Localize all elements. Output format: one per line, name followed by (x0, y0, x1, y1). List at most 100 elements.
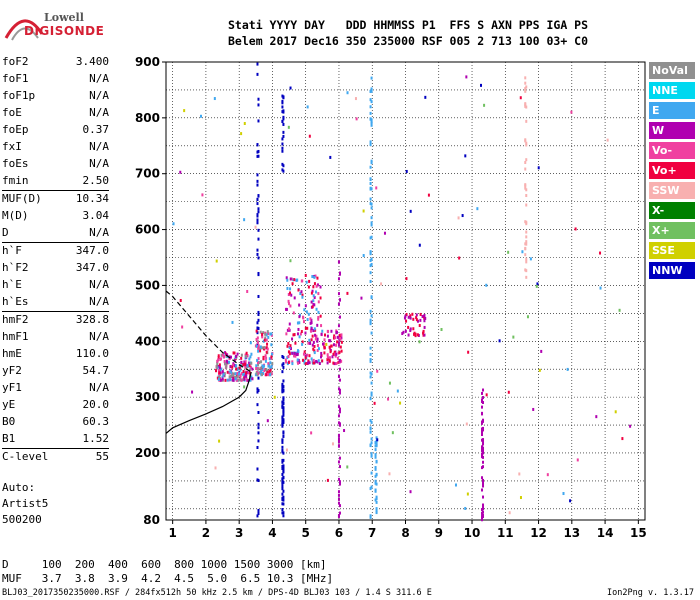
echo-point (337, 260, 340, 264)
echo-point (338, 359, 341, 363)
echo-point (231, 365, 234, 369)
echo-point (476, 207, 479, 211)
param-row: M(D) 3.04 (2, 208, 109, 225)
echo-point (403, 316, 406, 320)
logo-line2: DIGISONDE (24, 24, 105, 38)
echo-point (423, 319, 426, 323)
echo-point (337, 405, 340, 409)
echo-point (362, 254, 365, 258)
echo-point (270, 343, 273, 347)
echo-point (269, 366, 272, 370)
echo-point (369, 322, 372, 326)
echo-point (224, 378, 227, 382)
echo-point (256, 403, 259, 407)
echo-point (281, 390, 284, 394)
echo-point (303, 359, 306, 363)
echo-point (481, 430, 484, 434)
echo-point (266, 347, 269, 351)
echo-point (244, 362, 247, 366)
echo-point (307, 285, 310, 289)
echo-point (369, 309, 372, 313)
echo-point (321, 342, 324, 346)
echo-point (329, 339, 332, 343)
echo-point (383, 231, 386, 235)
echo-point (338, 407, 341, 411)
echo-point (370, 120, 373, 124)
distance-row: D 100 200 400 600 800 1000 1500 3000 [km… (2, 558, 327, 571)
echo-point (532, 407, 535, 411)
echo-point (335, 343, 338, 347)
echo-point (245, 374, 248, 378)
echo-point (281, 450, 284, 454)
echo-point (423, 313, 426, 317)
echo-point (285, 276, 288, 280)
echo-point (391, 431, 394, 435)
echo-point (218, 363, 221, 367)
echo-point (317, 315, 320, 319)
echo-point (259, 370, 262, 374)
legend-item: NNE (649, 82, 695, 99)
echo-point (317, 300, 320, 304)
echo-point (242, 377, 245, 381)
echo-point (369, 143, 372, 147)
echo-point (440, 328, 443, 332)
echo-point (404, 314, 407, 318)
echo-point (375, 500, 378, 504)
echo-point (481, 433, 484, 437)
echo-point (300, 330, 303, 334)
param-label: C-level (2, 450, 49, 463)
echo-point (415, 316, 418, 320)
echo-point (316, 283, 319, 287)
echo-point (337, 292, 340, 296)
echo-point (464, 154, 467, 158)
echo-point (308, 338, 311, 342)
echo-point (289, 86, 292, 90)
y-tick-label: 800 (135, 111, 160, 125)
echo-point (256, 72, 259, 76)
echo-point (281, 105, 284, 109)
echo-point (281, 440, 284, 444)
echo-point (518, 472, 521, 476)
echo-point (281, 94, 284, 98)
echo-point (337, 437, 340, 441)
echo-point (326, 478, 329, 482)
echo-point (336, 340, 339, 344)
echo-point (369, 487, 372, 491)
param-label: yF1 (2, 381, 22, 394)
echo-point (225, 354, 228, 358)
echo-point (340, 359, 343, 363)
echo-point (293, 351, 296, 355)
echo-point (261, 332, 264, 336)
x-tick-label: 14 (597, 526, 614, 540)
echo-point (256, 248, 259, 252)
echo-point (296, 358, 299, 362)
echo-point (338, 378, 341, 382)
echo-point (370, 314, 373, 318)
echo-point (310, 291, 313, 295)
echo-point (337, 360, 340, 364)
echo-point (407, 315, 410, 319)
echo-point (374, 467, 377, 471)
echo-point (376, 438, 379, 442)
echo-point (369, 252, 372, 256)
echo-point (313, 345, 316, 349)
echo-point (256, 478, 259, 482)
echo-point (375, 507, 378, 511)
echo-point (315, 284, 318, 288)
echo-point (282, 130, 285, 134)
echo-point (220, 353, 223, 357)
echo-point (418, 324, 421, 328)
echo-point (525, 230, 528, 234)
echo-point (480, 83, 483, 87)
echo-point (287, 327, 290, 331)
echo-point (314, 290, 317, 294)
x-tick-label: 2 (202, 526, 210, 540)
echo-point (229, 378, 232, 382)
echo-point (482, 388, 485, 392)
echo-point (482, 465, 485, 469)
echo-point (282, 398, 285, 402)
legend-item: X- (649, 202, 695, 219)
echo-point (259, 349, 262, 353)
echo-point (264, 336, 267, 340)
